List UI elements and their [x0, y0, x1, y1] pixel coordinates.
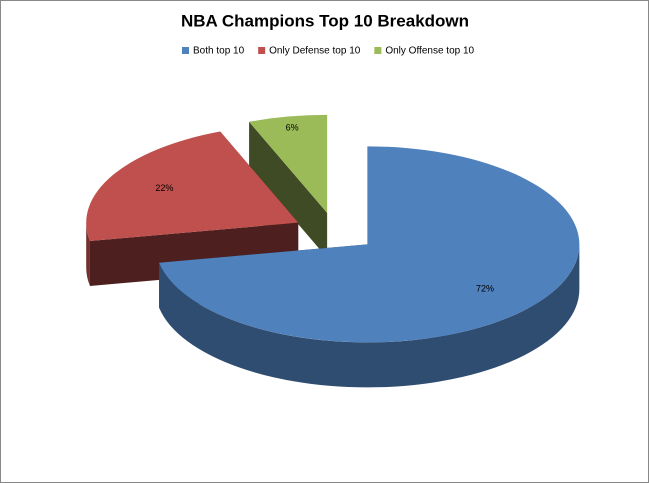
slice-top	[159, 146, 580, 343]
legend-label: Only Defense top 10	[269, 46, 361, 57]
slice-side	[86, 222, 90, 287]
data-label: 6%	[286, 123, 299, 133]
slice-side	[159, 244, 580, 388]
legend-swatch	[258, 47, 266, 54]
data-label: 72%	[476, 284, 494, 294]
slice: 6%	[249, 114, 328, 258]
legend-label: Only Offense top 10	[385, 46, 474, 57]
data-label: 22%	[155, 183, 173, 193]
slice-top	[249, 114, 328, 213]
legend-swatch	[374, 47, 382, 54]
chart-title: NBA Champions Top 10 Breakdown	[181, 11, 469, 30]
legend-label: Both top 10	[193, 46, 245, 57]
slice-top	[86, 131, 299, 242]
slice: 72%	[159, 146, 580, 388]
slice-side	[249, 121, 328, 258]
legend-swatch	[182, 47, 189, 54]
